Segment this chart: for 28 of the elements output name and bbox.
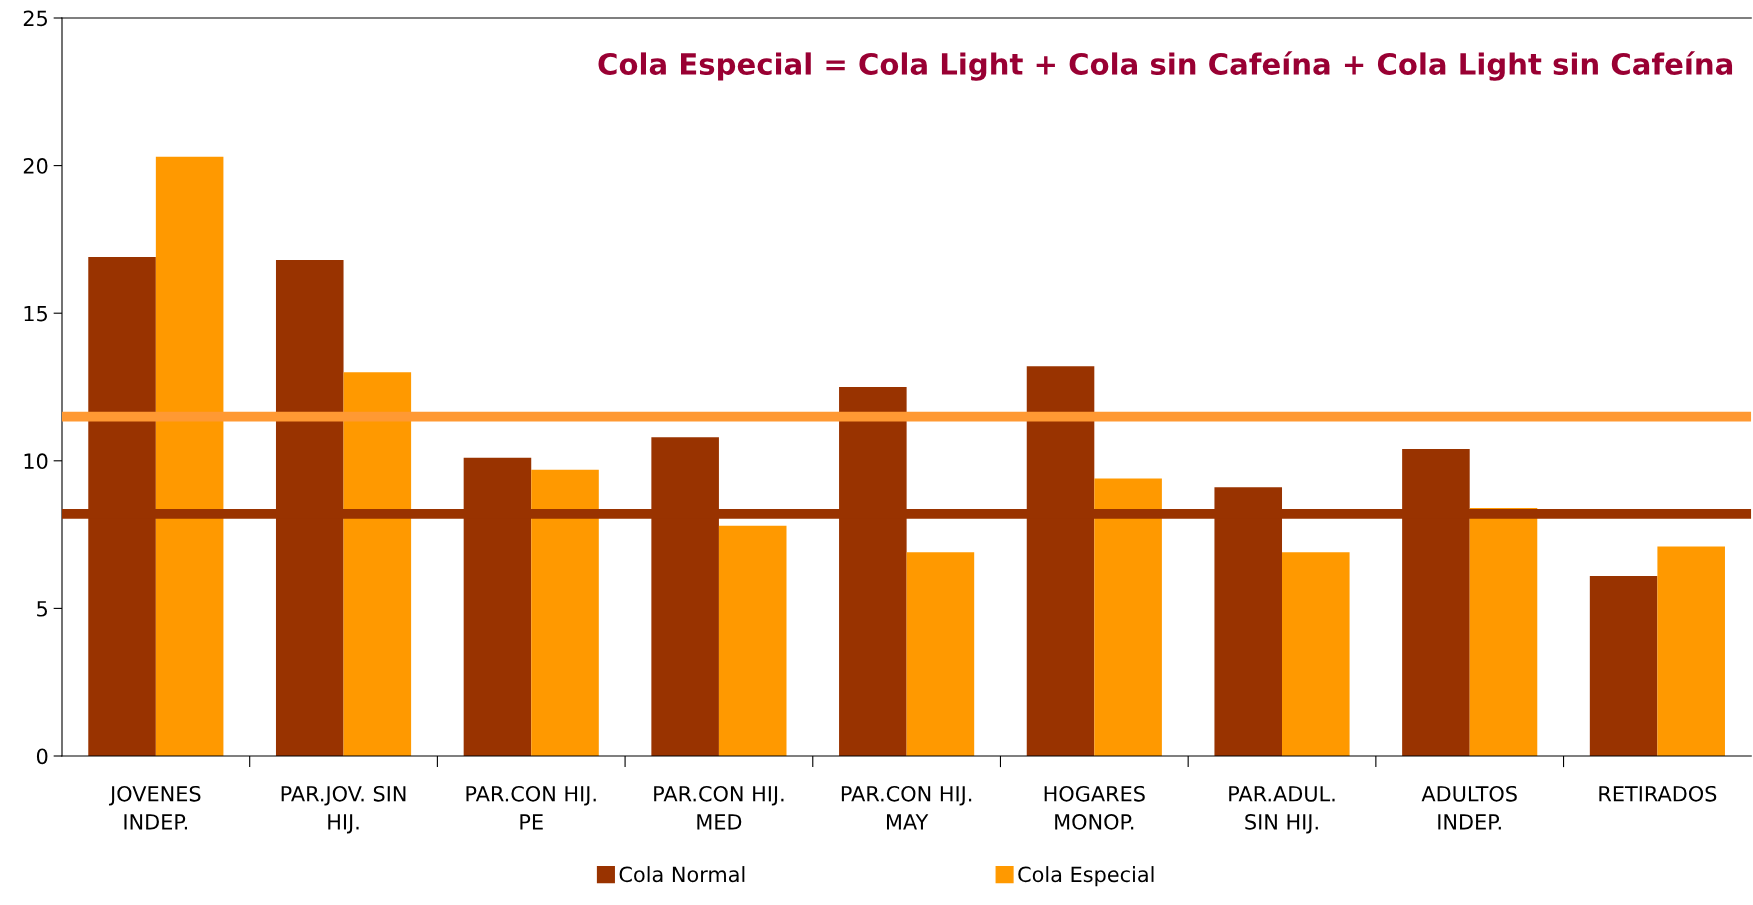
y-tick-label: 20 xyxy=(23,158,48,174)
x-tick-label: HOGARES MONOP. xyxy=(1044,785,1145,830)
bar xyxy=(1094,478,1162,756)
x-tick-label: PAR.CON HIJ. PE xyxy=(466,785,596,830)
x-tick-label: ADULTOS INDEP. xyxy=(1421,785,1517,830)
bar xyxy=(1589,575,1658,756)
y-tick-label: 15 xyxy=(24,305,47,322)
x-tick-label: RETIRADOS xyxy=(1599,785,1717,802)
y-tick-label: 25 xyxy=(23,10,47,27)
bar xyxy=(155,156,224,756)
bar xyxy=(718,525,787,756)
x-tick-label: JOVENES INDEP. xyxy=(108,785,201,830)
bar xyxy=(906,552,975,756)
legend-label: Cola Especial xyxy=(1018,866,1154,887)
bar xyxy=(1469,508,1538,756)
x-tick-label: PAR.CON HIJ. MED xyxy=(654,785,784,830)
bar xyxy=(531,469,599,756)
bar xyxy=(1282,552,1350,756)
x-tick-label: PAR.CON HIJ. MAY xyxy=(841,785,972,830)
bar xyxy=(343,372,412,756)
y-tick-label: 0 xyxy=(36,748,48,765)
x-tick-label: PAR.ADUL. SIN HIJ. xyxy=(1229,786,1335,834)
annotation: Cola Especial = Cola Light + Cola sin Cafeína + Cola Light sin Cafeína xyxy=(598,51,1733,81)
legend-label: Cola Normal xyxy=(619,866,745,883)
y-tick-label: 5 xyxy=(37,601,47,617)
y-tick-label: 10 xyxy=(24,453,48,470)
bar xyxy=(1657,546,1725,756)
x-tick-label: PAR.JOV. SIN HIJ. xyxy=(281,785,406,834)
